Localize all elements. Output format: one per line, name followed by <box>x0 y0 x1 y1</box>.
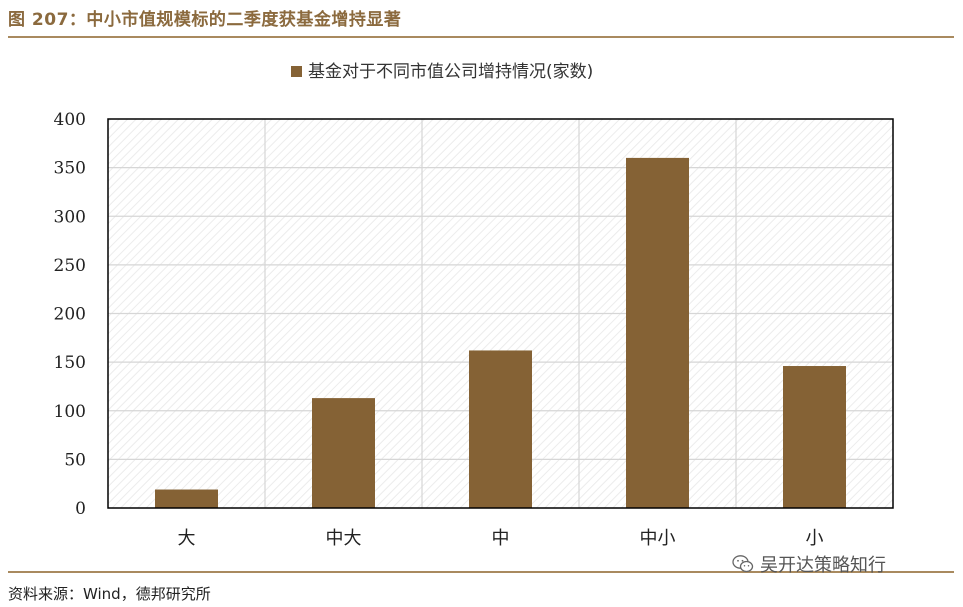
y-tick-label: 200 <box>54 305 86 325</box>
y-tick-label: 50 <box>64 450 86 470</box>
watermark: 吴开达策略知行 <box>732 551 886 577</box>
bars <box>155 157 846 508</box>
y-tick-label: 350 <box>54 159 86 179</box>
legend: 基金对于不同市值公司增持情况(家数) <box>291 62 593 82</box>
wechat-icon <box>732 555 754 573</box>
watermark-text: 吴开达策略知行 <box>760 555 886 576</box>
y-tick-label: 250 <box>54 256 86 276</box>
x-tick-label: 中 <box>492 528 510 549</box>
source-note: 资料来源：Wind，德邦研究所 <box>8 585 211 603</box>
legend-swatch <box>291 66 302 77</box>
x-tick-label: 大 <box>178 528 196 549</box>
x-tick-label: 中小 <box>640 528 676 549</box>
y-tick-label: 400 <box>54 110 86 130</box>
x-tick-label: 中大 <box>326 528 362 549</box>
bottom-rule <box>8 571 954 573</box>
bar-1 <box>312 398 375 508</box>
x-axis: 大 中大 中 中小 小 <box>178 528 824 549</box>
y-tick-label: 100 <box>54 402 86 422</box>
x-tick-label: 小 <box>806 528 824 549</box>
y-axis: 0 50 100 150 200 250 300 350 400 <box>54 110 86 519</box>
y-tick-label: 0 <box>75 499 86 519</box>
bar-3 <box>626 157 689 508</box>
bar-chart: 基金对于不同市值公司增持情况(家数) 0 50 100 150 200 250 300 350… <box>54 62 894 549</box>
bar-0 <box>155 489 218 508</box>
legend-label: 基金对于不同市值公司增持情况(家数) <box>308 62 593 82</box>
y-tick-label: 300 <box>54 207 86 227</box>
top-rule <box>8 36 954 38</box>
figure-title: 图 207：中小市值规模标的二季度获基金增持显著 <box>8 10 402 30</box>
bar-4 <box>783 366 846 508</box>
y-tick-label: 150 <box>54 353 86 373</box>
bar-2 <box>469 350 532 508</box>
plot-border <box>107 118 894 509</box>
